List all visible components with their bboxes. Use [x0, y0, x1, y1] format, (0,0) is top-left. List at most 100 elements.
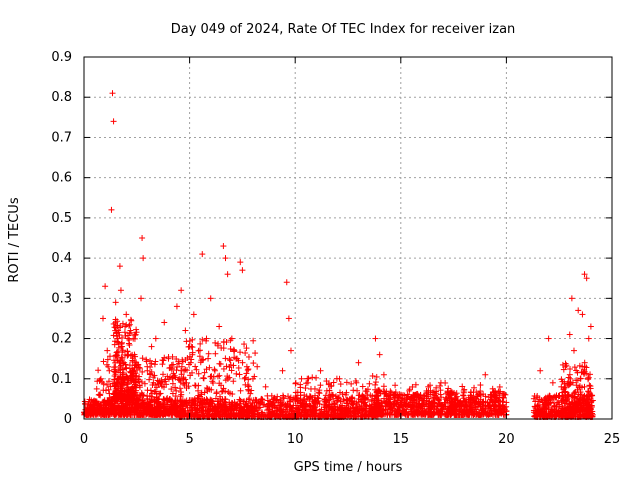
data-point: [280, 392, 287, 399]
data-point: [482, 371, 489, 378]
data-point: [343, 379, 350, 386]
x-tick-label: 15: [393, 432, 410, 447]
y-tick-label: 0.3: [51, 291, 72, 306]
data-point: [575, 307, 582, 314]
data-point: [196, 353, 203, 360]
data-point: [337, 381, 344, 388]
data-point: [287, 347, 294, 354]
data-point: [106, 367, 113, 374]
data-point: [369, 372, 376, 379]
y-axis-label: ROTI / TECUs: [7, 197, 22, 282]
data-point: [237, 387, 244, 394]
data-point: [140, 255, 147, 262]
y-tick-label: 0.1: [51, 372, 72, 387]
data-point: [139, 355, 146, 362]
data-point: [178, 367, 185, 374]
data-point: [549, 379, 556, 386]
data-point: [222, 255, 229, 262]
data-point: [100, 315, 107, 322]
data-point: [108, 206, 115, 213]
data-point: [355, 359, 362, 366]
data-point: [566, 331, 573, 338]
data-point: [241, 375, 248, 382]
data-point: [110, 118, 117, 125]
data-point: [211, 367, 218, 374]
data-point: [173, 303, 180, 310]
x-tick-label: 0: [80, 432, 88, 447]
data-point: [191, 382, 198, 389]
data-point: [190, 311, 197, 318]
data-point: [216, 323, 223, 330]
data-point: [307, 385, 314, 392]
data-point: [117, 287, 124, 294]
data-point: [236, 371, 243, 378]
data-point: [235, 364, 242, 371]
data-point: [200, 375, 207, 382]
data-point: [237, 349, 244, 356]
data-point: [213, 390, 220, 397]
data-point: [189, 344, 196, 351]
data-point: [192, 363, 199, 370]
data-point: [579, 311, 586, 318]
data-point: [587, 323, 594, 330]
data-point: [104, 347, 111, 354]
y-tick-label: 0.9: [51, 50, 72, 65]
data-point: [167, 398, 174, 405]
data-point: [242, 349, 249, 356]
data-point: [392, 382, 399, 389]
x-axis-label: GPS time / hours: [294, 460, 403, 475]
data-point: [283, 279, 290, 286]
data-point: [530, 395, 537, 402]
data-point: [224, 271, 231, 278]
data-point: [178, 287, 185, 294]
data-point: [302, 385, 309, 392]
data-point: [279, 367, 286, 374]
data-point: [380, 383, 387, 390]
y-tick-label: 0.2: [51, 332, 72, 347]
data-point: [126, 411, 133, 418]
data-point: [95, 367, 102, 374]
data-point: [348, 380, 355, 387]
data-point: [372, 381, 379, 388]
data-point: [254, 363, 261, 370]
data-point: [159, 361, 166, 368]
data-point: [177, 385, 184, 392]
data-point: [262, 383, 269, 390]
x-tick-label: 10: [287, 432, 304, 447]
data-point: [545, 335, 552, 342]
data-point: [197, 347, 204, 354]
data-point: [585, 374, 592, 381]
data-point: [123, 311, 130, 318]
x-tick-label: 25: [604, 432, 621, 447]
data-point: [437, 379, 444, 386]
data-point: [205, 355, 212, 362]
data-point: [182, 327, 189, 334]
data-point: [239, 267, 246, 274]
data-point: [101, 411, 108, 418]
data-point: [112, 299, 119, 306]
data-point: [380, 371, 387, 378]
grid-lines: [84, 57, 612, 419]
data-point: [313, 374, 320, 381]
data-point: [298, 375, 305, 382]
data-point: [496, 383, 503, 390]
data-point: [212, 339, 219, 346]
data-point: [152, 335, 159, 342]
y-tick-label: 0.7: [51, 130, 72, 145]
y-tick-label: 0: [64, 412, 72, 427]
data-point: [121, 329, 128, 336]
chart-title: Day 049 of 2024, Rate Of TEC Index for r…: [171, 22, 516, 37]
data-point: [100, 387, 107, 394]
data-point: [120, 411, 127, 418]
data-points: [81, 90, 596, 420]
y-tick-label: 0.6: [51, 171, 72, 186]
data-point: [205, 350, 212, 357]
data-point: [317, 382, 324, 389]
data-point: [151, 361, 158, 368]
data-point: [317, 367, 324, 374]
data-point: [139, 235, 146, 241]
data-point: [568, 295, 575, 302]
data-point: [237, 397, 244, 404]
data-point: [585, 335, 592, 342]
